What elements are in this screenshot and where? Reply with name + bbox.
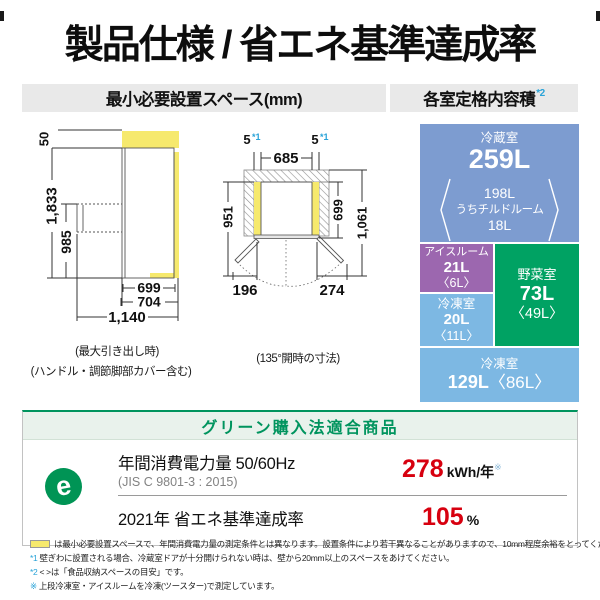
dim-gap-right-note: *1 — [320, 132, 329, 142]
achievement-rate-value-group: 105% — [402, 503, 567, 532]
top-view-dimension-labels: 5 *1 5 *1 685 951 699 1,061 196 274 — [221, 132, 370, 299]
dim-right-door: 274 — [319, 282, 345, 299]
header-install-space-label: 最小必要設置スペース(mm) — [105, 91, 303, 109]
room-fridge-name: 冷蔵室 — [480, 131, 519, 145]
top-view-caption: (135°開時の寸法) — [256, 351, 340, 365]
e-mark-letter: e — [53, 469, 74, 503]
header-install-space: 最小必要設置スペース(mm) — [22, 84, 386, 112]
green-section-title: グリーン購入法適合商品 — [201, 419, 399, 437]
room-veg-value: 73L — [519, 282, 555, 305]
left-angle-bracket-icon — [439, 178, 451, 241]
footnote-brackets-marker: *2 — [30, 567, 38, 577]
dim-total-height: 1,833 — [44, 187, 61, 225]
top-view-dimension-lines — [223, 152, 367, 280]
room-veg-sub: 〈49L〉 — [510, 305, 564, 322]
dim-top-clearance: 50 — [37, 132, 52, 146]
room-ice-sub: 〈6L〉 — [437, 275, 476, 290]
dim-depth-left: 951 — [221, 206, 236, 228]
footnote-brackets-text: < >は「食品収納スペースの目安」です。 — [39, 567, 189, 577]
room-freezer-lower-sub: 〈86L〉 — [488, 372, 552, 392]
room-freezer-lower-detail: 129L〈86L〉 — [448, 372, 551, 393]
dim-width: 685 — [273, 150, 298, 167]
footnote-wall-gap-marker: *1 — [30, 553, 38, 563]
room-freezer-upper-value: 20L — [443, 311, 470, 329]
room-veg-name: 野菜室 — [517, 266, 557, 282]
footnote-yellow-space: は最小必要設置スペースで、年間消費電力量の測定条件とは異なります。設置条件により… — [30, 537, 600, 551]
side-view-caption-2: (ハンドル・調節脚部カバー含む) — [31, 364, 192, 378]
footnote-wall-gap: *1 壁ぎわに設置される場合、冷蔵室ドアが十分開けられない時は、壁から20mm以上… — [30, 551, 590, 565]
crop-mark-right — [596, 11, 600, 21]
annual-power-standard: (JIS C 9801-3 : 2015) — [118, 475, 238, 489]
annual-power-label: 年間消費電力量 50/60Hz — [118, 455, 296, 473]
dim-door-depth: 699 — [331, 199, 346, 221]
room-freezer-upper: 冷凍室 20L 〈11L〉 — [420, 294, 493, 346]
achievement-rate-unit: % — [466, 512, 480, 528]
room-fridge-sub-value: 198L — [483, 185, 516, 202]
footnote-measurement-text: 上段冷凍室・アイスルームを冷凍(ツースター)で測定しています。 — [38, 581, 280, 591]
footnote-measurement: ※ 上段冷凍室・アイスルームを冷凍(ツースター)で測定しています。 — [30, 579, 590, 593]
dim-gap-left: 5 — [243, 132, 250, 147]
side-view-caption-1: (最大引き出し時) — [75, 344, 159, 358]
header-capacity-note: *2 — [536, 87, 545, 99]
achievement-rate-row: 2021年 省エネ基準達成率 105% — [118, 496, 567, 537]
room-freezer-lower-name: 冷凍室 — [480, 357, 519, 372]
dim-depth-body: 699 — [137, 280, 161, 296]
room-ice-name: アイスルーム — [424, 245, 489, 258]
side-view-clearance-highlight — [122, 131, 179, 278]
dim-total-depth-open: 1,061 — [355, 207, 370, 240]
top-view-clearance-highlight — [254, 182, 319, 236]
room-fridge-sub-value2: 18L — [487, 216, 512, 233]
room-freezer-upper-name: 冷凍室 — [437, 297, 476, 311]
dim-depth-handle: 704 — [137, 294, 161, 310]
footnote-wall-gap-text: 壁ぎわに設置される場合、冷蔵室ドアが十分開けられない時は、壁から20mm以上のス… — [39, 553, 455, 563]
annual-power-value-group: 278 kWh/年※ — [402, 455, 567, 484]
room-fridge-sub-label: うちチルドルーム — [455, 203, 544, 216]
footnotes: は最小必要設置スペースで、年間消費電力量の測定条件とは異なります。設置条件により… — [30, 537, 600, 593]
side-view-dimension-labels: 50 1,833 985 699 704 1,140 — [37, 132, 161, 326]
header-capacity-label: 各室定格内容積 — [423, 91, 536, 109]
room-ice: アイスルーム 21L 〈6L〉 — [420, 244, 493, 292]
capacity-chart: 冷蔵室 259L 198L うちチルドルーム 18L アイスルーム 21L 〈6… — [420, 124, 579, 402]
green-section-header: グリーン購入法適合商品 — [23, 412, 577, 440]
room-freezer-lower: 冷凍室 129L〈86L〉 — [420, 348, 579, 402]
dim-gap-right: 5 — [311, 132, 318, 147]
annual-power-unit: kWh/年 — [446, 464, 495, 480]
dim-drawer-height: 985 — [58, 230, 74, 254]
dim-gap-left-note: *1 — [252, 132, 261, 142]
room-freezer-upper-sub: 〈11L〉 — [434, 328, 479, 343]
room-fridge: 冷蔵室 259L 198L うちチルドルーム 18L — [420, 124, 579, 242]
room-ice-value: 21L — [443, 258, 470, 276]
top-view-wall-hatch — [243, 169, 330, 237]
room-freezer-lower-value: 129L — [447, 371, 489, 392]
side-view-dimension-lines — [47, 129, 179, 321]
achievement-rate-value: 105 — [422, 503, 464, 531]
dim-depth-drawer-open: 1,140 — [108, 309, 146, 326]
side-view-captions: (最大引き出し時) (ハンドル・調節脚部カバー含む) — [31, 344, 193, 378]
side-view-fridge-outline — [76, 147, 175, 279]
footnote-yellow-space-text: は最小必要設置スペースで、年間消費電力量の測定条件とは異なります。設置条件により… — [54, 539, 600, 549]
crop-mark-left — [0, 11, 4, 21]
green-purchase-law-section: グリーン購入法適合商品 e 年間消費電力量 50/60Hz (JIS C 980… — [22, 410, 578, 546]
annual-power-note: ※ — [494, 462, 502, 472]
top-view-fridge-outline — [234, 181, 345, 287]
dim-left-door: 196 — [232, 282, 257, 299]
achievement-rate-label: 2021年 省エネ基準達成率 — [118, 510, 304, 529]
side-view-diagram: 50 1,833 985 699 704 1,140 (最大引き出し時) (ハン… — [31, 129, 193, 378]
page-title: 製品仕様 / 省エネ基準達成率 — [64, 24, 538, 67]
header-capacity: 各室定格内容積 *2 — [390, 84, 578, 112]
green-section-body: e 年間消費電力量 50/60Hz (JIS C 9801-3 : 2015) … — [23, 440, 577, 545]
yellow-swatch-icon — [30, 540, 50, 548]
green-section-divider — [118, 495, 567, 496]
energy-saving-e-icon: e — [42, 465, 85, 508]
footnote-brackets: *2 < >は「食品収納スペースの目安」です。 — [30, 565, 590, 579]
annual-power-value: 278 — [402, 455, 444, 483]
top-view-diagram: 5 *1 5 *1 685 951 699 1,061 196 274 (135… — [221, 132, 370, 365]
room-fridge-value: 259L — [468, 144, 531, 175]
annual-power-row: 年間消費電力量 50/60Hz (JIS C 9801-3 : 2015) 27… — [118, 446, 567, 495]
right-angle-bracket-icon — [548, 178, 560, 241]
room-veg: 野菜室 73L 〈49L〉 — [495, 244, 579, 346]
room-fridge-detail: 198L うちチルドルーム 18L — [439, 177, 561, 243]
footnote-measurement-marker: ※ — [30, 581, 37, 591]
